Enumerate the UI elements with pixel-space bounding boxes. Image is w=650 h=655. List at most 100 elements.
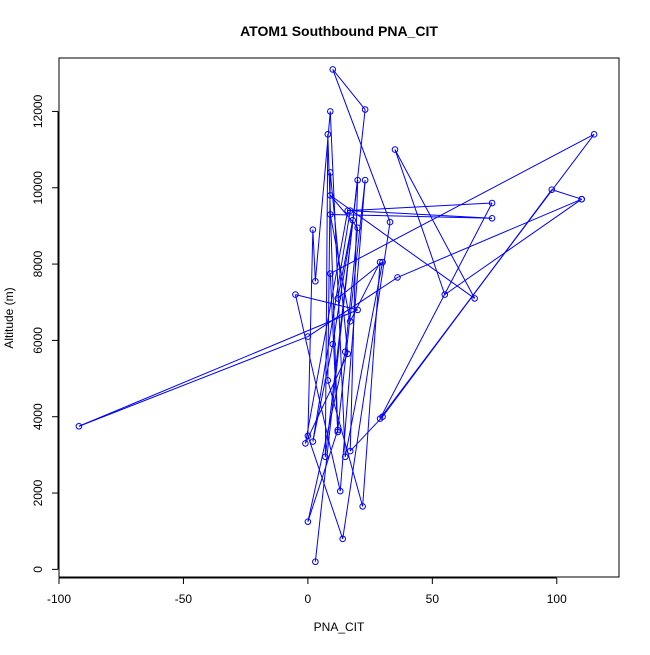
- y-tick-label: 2000: [31, 479, 45, 506]
- data-point: [346, 207, 354, 214]
- data-point: [359, 503, 366, 510]
- data-point: [471, 295, 478, 302]
- y-axis: 0 2000 4000 6000 8000 10000 12000: [31, 94, 59, 573]
- series-segment: [78, 309, 358, 427]
- series-segment: [329, 111, 346, 457]
- x-tick-label: 0: [305, 592, 312, 606]
- y-tick-label: 6000: [31, 327, 45, 354]
- series-segment: [444, 198, 582, 296]
- data-point: [354, 306, 361, 314]
- data-point: [309, 226, 317, 234]
- series-segment: [294, 294, 341, 492]
- series-segment: [349, 416, 383, 452]
- data-point: [334, 295, 342, 302]
- data-point: [339, 535, 347, 543]
- y-axis-label: Altitude (m): [2, 287, 16, 348]
- series-segment: [307, 429, 339, 522]
- series-segment: [329, 172, 349, 354]
- data-point: [376, 258, 384, 266]
- data-point: [336, 487, 344, 495]
- series-segment: [394, 149, 476, 299]
- data-point: [354, 224, 361, 232]
- series-segment: [397, 198, 582, 278]
- series-segment: [327, 134, 339, 433]
- data-point: [304, 432, 312, 440]
- data-point: [302, 440, 309, 447]
- plot-frame: [58, 57, 620, 578]
- data-point: [326, 270, 334, 277]
- data-point: [334, 428, 342, 436]
- data-point: [488, 199, 496, 207]
- data-point: [324, 377, 332, 384]
- x-axis-label: PNA_CIT: [314, 620, 365, 634]
- series-segment: [324, 134, 329, 457]
- x-tick-label: -100: [47, 592, 71, 606]
- data-point: [386, 218, 394, 226]
- series-segment: [379, 202, 493, 419]
- series-segment: [347, 202, 493, 212]
- y-tick-label: 12000: [31, 94, 45, 128]
- series-segment: [307, 229, 314, 436]
- data-point: [578, 195, 585, 203]
- chart-title: ATOM1 Southbound PNA_CIT: [240, 23, 438, 39]
- series-segment: [312, 229, 316, 282]
- series-segment: [295, 294, 358, 311]
- x-tick-label: 50: [426, 592, 440, 606]
- x-tick-label: 100: [547, 592, 567, 606]
- data-point: [322, 453, 329, 461]
- series-segment: [344, 262, 384, 457]
- data-point: [334, 426, 342, 434]
- series-segment: [332, 69, 391, 223]
- series-segment: [342, 222, 391, 539]
- series-segment: [324, 180, 359, 457]
- series-layer: [75, 66, 598, 566]
- series-segment: [307, 351, 346, 522]
- series-segment: [329, 195, 359, 229]
- data-point: [354, 176, 361, 184]
- data-point: [488, 214, 496, 222]
- data-point: [341, 348, 349, 356]
- data-point: [326, 192, 334, 199]
- series-segment: [337, 180, 366, 431]
- data-point: [326, 211, 334, 218]
- data-point: [441, 291, 449, 298]
- series-segment: [330, 133, 595, 275]
- data-point: [341, 453, 349, 461]
- series-segment: [394, 149, 446, 295]
- series-segment: [344, 227, 359, 352]
- data-point: [361, 176, 369, 184]
- data-point: [346, 447, 354, 455]
- series-segment: [78, 336, 309, 427]
- data-point: [304, 333, 312, 340]
- series-segment: [329, 194, 475, 299]
- x-axis: -100 -50 0 50 100: [47, 577, 567, 606]
- series-segment: [339, 180, 366, 492]
- data-point: [329, 340, 337, 348]
- data-point: [324, 131, 332, 138]
- data-point: [379, 413, 386, 421]
- data-point: [344, 207, 352, 214]
- series-segment: [307, 277, 398, 337]
- y-tick-label: 10000: [31, 171, 45, 205]
- series-segment: [350, 210, 493, 219]
- y-tick-label: 8000: [31, 250, 45, 277]
- series-segment: [312, 344, 334, 442]
- series-segment: [382, 189, 553, 418]
- data-point: [329, 66, 337, 73]
- data-point: [346, 318, 354, 325]
- y-tick-label: 4000: [31, 403, 45, 430]
- data-point: [292, 291, 299, 298]
- series-segment: [327, 380, 364, 507]
- series-segment: [551, 189, 582, 200]
- data-point: [312, 277, 319, 285]
- data-point: [75, 422, 83, 430]
- data-point: [590, 131, 598, 138]
- data-point: [379, 258, 386, 266]
- series-segment: [362, 262, 381, 507]
- x-tick-label: -50: [175, 592, 193, 606]
- data-point: [312, 558, 319, 566]
- data-point: [349, 216, 356, 224]
- data-point: [361, 106, 369, 113]
